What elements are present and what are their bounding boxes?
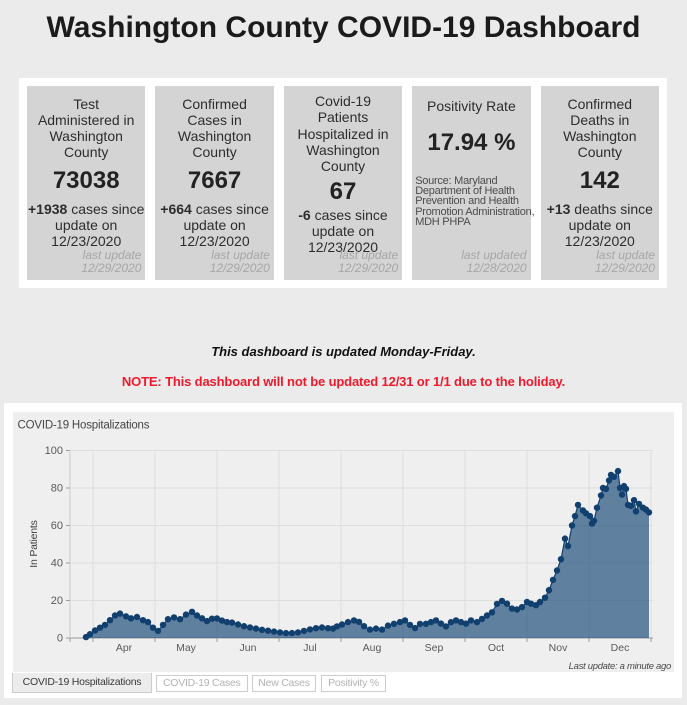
svg-text:60: 60: [51, 520, 63, 532]
svg-text:In Patients: In Patients: [28, 520, 40, 567]
svg-text:80: 80: [51, 483, 63, 495]
svg-text:Sep: Sep: [425, 642, 444, 654]
svg-text:40: 40: [51, 558, 63, 570]
svg-text:0: 0: [57, 633, 63, 645]
svg-text:Jun: Jun: [240, 642, 257, 654]
svg-text:20: 20: [51, 595, 63, 607]
svg-text:Apr: Apr: [116, 642, 133, 654]
svg-text:Dec: Dec: [611, 642, 630, 654]
svg-text:Last update: a minute ago: Last update: a minute ago: [569, 661, 671, 672]
svg-text:Oct: Oct: [488, 642, 504, 654]
svg-text:May: May: [176, 642, 197, 654]
svg-text:COVID-19 Hospitalizations: COVID-19 Hospitalizations: [18, 420, 150, 432]
svg-text:Aug: Aug: [363, 642, 382, 654]
svg-text:Nov: Nov: [549, 642, 568, 654]
svg-text:Jul: Jul: [303, 642, 316, 654]
svg-text:100: 100: [45, 445, 63, 457]
